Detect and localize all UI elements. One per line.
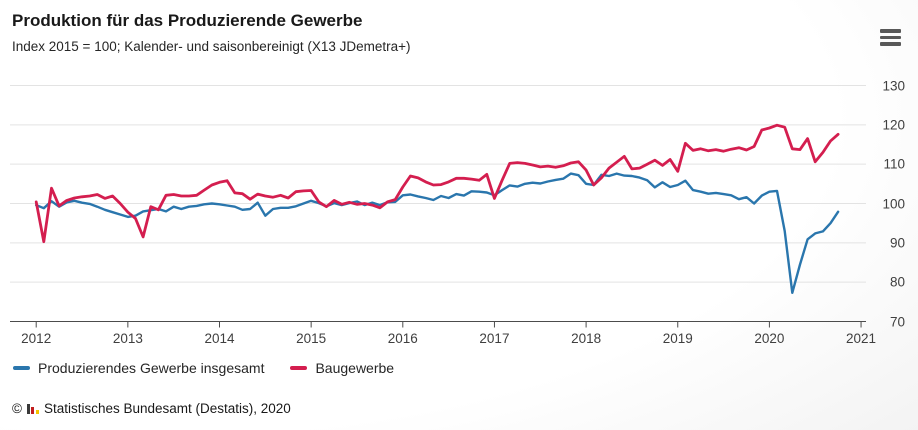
legend-item-label: Baugewerbe: [315, 360, 395, 376]
x-axis-tick-label: 2020: [754, 331, 785, 346]
y-axis-tick-label: 90: [889, 235, 905, 251]
series-line-produzierendes-gewerbe[interactable]: [35, 172, 840, 294]
x-axis-tick-label: 2019: [662, 331, 693, 346]
y-axis-tick-label: 70: [889, 314, 905, 329]
legend: Produzierendes Gewerbe insgesamt Baugewer…: [13, 360, 394, 376]
x-axis-tick-label: 2015: [296, 331, 327, 346]
legend-item[interactable]: Produzierendes Gewerbe insgesamt: [13, 360, 264, 376]
y-axis-tick-label: 80: [889, 274, 905, 290]
y-axis-tick-label: 100: [882, 196, 905, 211]
destatis-bars-icon: [26, 403, 39, 414]
x-axis-tick-label: 2016: [387, 331, 418, 346]
legend-item[interactable]: Baugewerbe: [290, 360, 394, 376]
y-axis-tick-label: 130: [882, 78, 905, 94]
legend-item-label: Produzierendes Gewerbe insgesamt: [38, 360, 265, 376]
y-axis-tick-label: 110: [883, 156, 905, 172]
series-line-baugewerbe[interactable]: [34, 123, 840, 244]
source-text: Statistisches Bundesamt (Destatis), 2020: [43, 401, 291, 416]
chart-title: Produktion für das Produzierende Gewerbe: [12, 11, 363, 30]
x-axis-tick-label: 2018: [571, 331, 602, 346]
copyright-symbol: ©: [12, 401, 22, 416]
hamburger-icon: [880, 29, 901, 33]
chart-subtitle: Index 2015 = 100; Kalender- und saisonbe…: [12, 39, 411, 54]
x-axis-tick-label: 2021: [846, 331, 877, 346]
legend-line-marker-icon: [13, 366, 30, 370]
source-credit: © Statistisches Bundesamt (Destatis), 20…: [12, 401, 291, 416]
x-axis-tick-label: 2013: [112, 331, 143, 346]
x-axis-tick-label: 2017: [479, 331, 510, 346]
x-axis-tick-label: 2012: [21, 331, 52, 346]
chart-context-menu-button[interactable]: [880, 29, 901, 46]
legend-line-marker-icon: [290, 366, 308, 370]
x-axis-tick-label: 2014: [204, 331, 235, 346]
y-axis-tick-label: 120: [882, 117, 905, 133]
